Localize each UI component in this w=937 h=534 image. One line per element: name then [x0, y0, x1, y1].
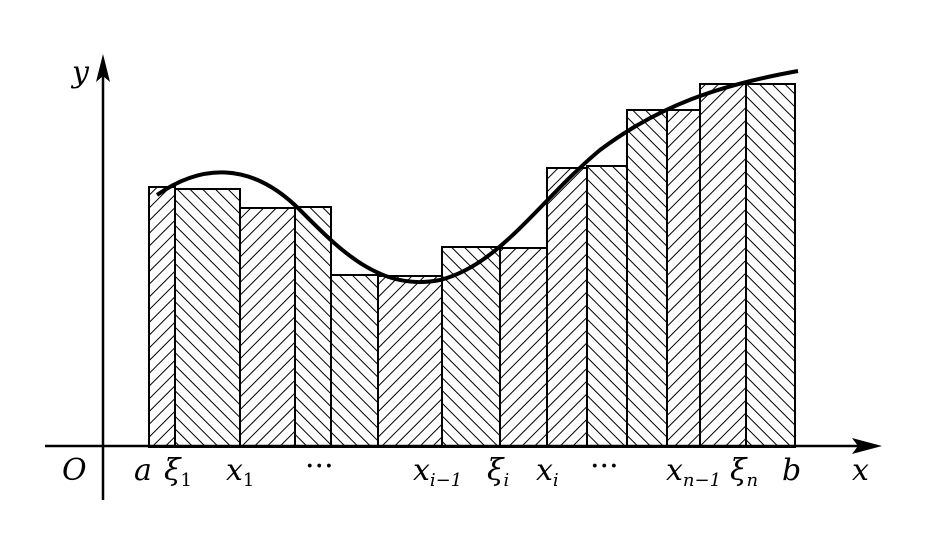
rect-6a: [626, 109, 668, 448]
rectangles-group: [148, 83, 796, 448]
rect-2a: [239, 207, 296, 448]
rect-6b: [666, 109, 701, 448]
tick-x-i-minus-1: xi−1: [413, 453, 462, 491]
y-axis-label: y: [70, 55, 90, 90]
rect-1b: [174, 188, 241, 448]
tick-b: b: [782, 453, 801, 488]
x-axis-label: x: [852, 453, 869, 488]
tick-x-n-minus-1: xn−1: [666, 453, 721, 491]
tick-xi-i: ξi: [487, 453, 509, 491]
tick-xi-1: ξ1: [164, 453, 192, 491]
rect-1a: [148, 186, 176, 448]
rect-5b: [586, 165, 628, 448]
tick-x-i: xi: [536, 453, 559, 491]
tick-xi-n: ξn: [730, 453, 758, 491]
tick-labels: a ξ1 x1 ··· xi−1 ξi xi ··· xn−1 ξn b: [134, 449, 801, 491]
rect-7a: [699, 83, 747, 448]
rect-3a: [330, 274, 379, 448]
rect-7b: [745, 83, 796, 448]
y-axis-arrow-icon: [96, 54, 110, 82]
function-curve: [155, 69, 799, 284]
tick-a: a: [134, 453, 152, 488]
tick-dots-2: ···: [590, 449, 619, 484]
x-axis-arrow-icon: [852, 438, 882, 454]
origin-label: O: [62, 453, 87, 488]
tick-dots-1: ···: [305, 449, 334, 484]
rect-3b: [377, 275, 443, 448]
rect-4b: [499, 247, 548, 448]
tick-x-1: x1: [226, 453, 254, 491]
rect-5a: [546, 167, 588, 448]
rect-2b: [294, 206, 332, 448]
